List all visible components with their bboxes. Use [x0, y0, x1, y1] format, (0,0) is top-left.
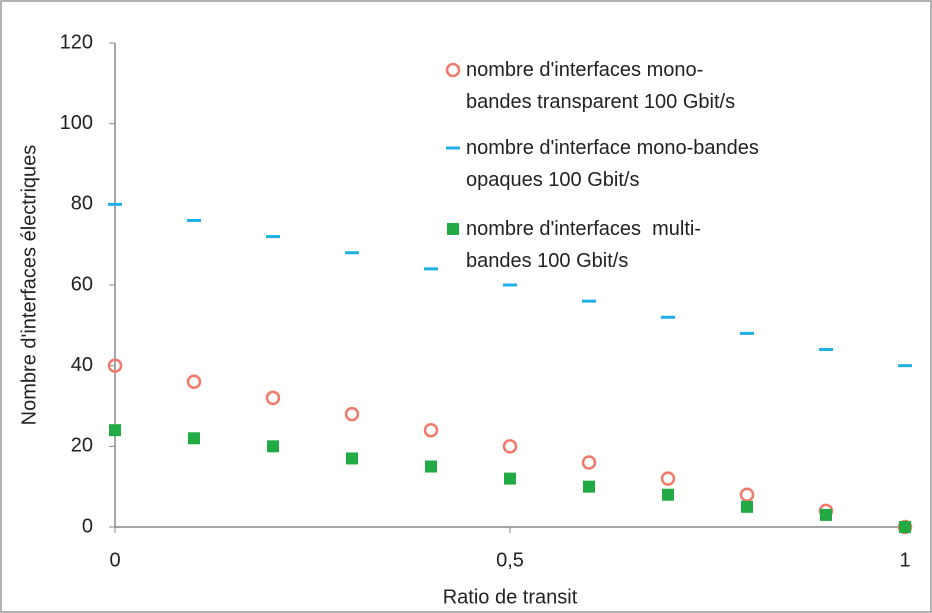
y-tick-label: 20	[71, 435, 93, 457]
point	[186, 374, 202, 390]
y-tick-label: 40	[71, 354, 93, 376]
point	[660, 471, 676, 486]
x-tick-label: 0,5	[496, 549, 524, 571]
point	[582, 299, 596, 303]
point	[819, 348, 833, 352]
point	[741, 500, 753, 513]
point	[424, 267, 438, 271]
legend-label: nombre d'interface mono-bandes opaques 1…	[466, 137, 759, 191]
legend-label: nombre d'interfaces multi- bandes 100 Gb…	[466, 218, 702, 272]
y-tick-label: 80	[71, 193, 93, 215]
point	[898, 364, 912, 368]
y-tick-label: 100	[60, 112, 93, 134]
point	[503, 283, 517, 287]
point	[109, 424, 121, 437]
point	[344, 406, 360, 422]
point	[187, 218, 201, 222]
x-axis-label: Ratio de transit	[443, 586, 578, 608]
point	[107, 358, 123, 373]
point	[346, 452, 358, 465]
point	[661, 315, 675, 319]
y-axis-label: Nombre d'interfaces électriques	[18, 145, 40, 426]
point	[899, 521, 911, 533]
legend-marker	[445, 62, 461, 78]
point	[265, 390, 281, 406]
x-tick-label: 1	[899, 549, 910, 571]
legend-marker	[446, 146, 460, 150]
y-tick-label: 0	[82, 515, 93, 537]
legend-marker	[447, 223, 459, 235]
y-tick-label: 60	[71, 273, 93, 295]
point	[820, 508, 832, 521]
point	[108, 202, 122, 206]
point	[740, 331, 754, 335]
point	[267, 440, 279, 453]
y-tick-label: 120	[60, 31, 93, 53]
point	[266, 235, 280, 239]
point	[425, 460, 437, 473]
point	[345, 251, 359, 255]
point	[423, 422, 439, 438]
point	[188, 432, 200, 445]
point	[583, 480, 595, 493]
point	[739, 487, 755, 502]
point	[504, 472, 516, 485]
point	[581, 455, 597, 470]
point	[502, 439, 518, 454]
x-tick-label: 0	[109, 549, 120, 571]
point	[662, 488, 674, 501]
legend-label: nombre d'interfaces mono- bandes transpa…	[466, 59, 736, 113]
